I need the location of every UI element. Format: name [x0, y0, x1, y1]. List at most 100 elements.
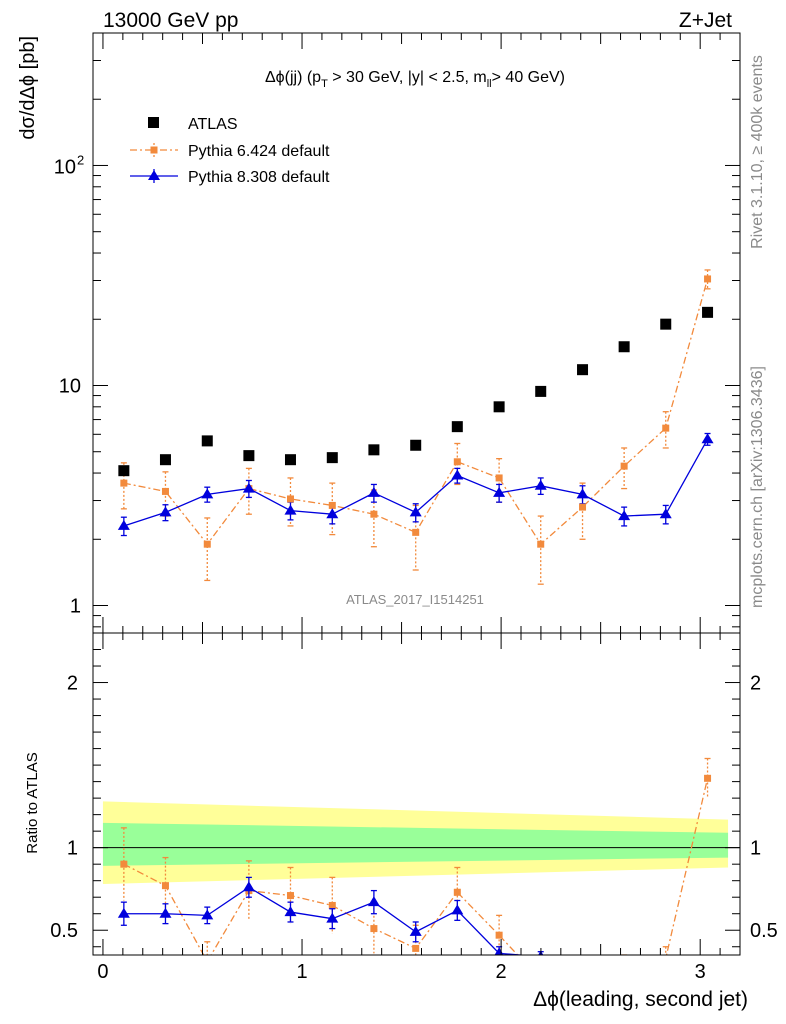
ratio-ytick-label-left: 0.5: [50, 920, 78, 942]
ratio-pythia6-point: [453, 888, 461, 896]
legend-pythia8-marker: [148, 170, 160, 180]
atlas-point: [159, 454, 171, 466]
main-title: Δϕ(jj) (pT > 30 GeV, |y| < 2.5, mll> 40 …: [265, 69, 565, 90]
atlas-point: [660, 318, 672, 330]
ratio-pythia8-point: [577, 957, 589, 967]
atlas-point: [368, 444, 380, 456]
pythia6-point: [412, 528, 420, 536]
ratio-ytick-label-left: 2: [67, 673, 78, 695]
ratio-pythia6-point: [370, 925, 378, 933]
ratio-frame: [92, 632, 741, 956]
ratio-band-inner: [102, 822, 729, 866]
atlas-point: [577, 364, 589, 376]
pythia8-point: [117, 519, 130, 530]
pythia6-point: [620, 462, 628, 470]
ratio-pythia8-point: [451, 904, 464, 915]
ratio-xtick-label: 2: [496, 961, 507, 983]
ratio-pythia8-point: [159, 907, 172, 918]
main-ytick-label: 1: [70, 596, 81, 618]
legend-pythia6-marker: [150, 146, 158, 154]
ratio-pythia8-point: [409, 925, 422, 936]
pythia6-point: [120, 479, 128, 487]
pythia6-point: [203, 540, 211, 548]
pythia8-point: [284, 504, 297, 515]
atlas-point: [451, 421, 463, 433]
ratio-panel: 0.5 0.5 1 1 2 2 0 1 2 3 Ratio to ATLAS Δϕ(leading…: [24, 632, 778, 1011]
ratio-pythia6-point: [204, 958, 211, 965]
pythia6-point: [453, 458, 461, 466]
ratio-pythia6-point: [120, 860, 128, 868]
ratio-xtick-label: 1: [296, 961, 307, 983]
ratio-ytick-label-right: 0.5: [750, 920, 778, 942]
ratio-pythia8-point: [326, 912, 339, 923]
rivet-label: Rivet 3.1.10, ≥ 400k events: [749, 55, 766, 249]
legend-atlas-label: ATLAS: [188, 116, 238, 133]
main-data-layer: [117, 269, 714, 585]
pythia8-point: [201, 488, 214, 499]
pythia6-point: [579, 503, 587, 511]
energy-label: 13000 GeV pp: [103, 9, 238, 32]
atlas-point: [118, 465, 130, 477]
pythia6-point: [286, 495, 294, 503]
ratio-ytick-label-left: 1: [67, 838, 78, 860]
ratio-pythia6-point: [161, 882, 169, 890]
pythia8-point: [659, 508, 672, 519]
atlas-point: [201, 435, 213, 447]
pythia8-point: [367, 486, 380, 497]
pythia8-point: [618, 510, 631, 521]
ratio-ytick-label-right: 2: [750, 673, 761, 695]
mcplots-label: mcplots.cern.ch [arXiv:1306.3436]: [749, 366, 766, 608]
pythia8-point: [159, 506, 172, 517]
ratio-pythia6-point: [579, 970, 586, 977]
ratio-pythia8-point: [367, 896, 380, 907]
ratio-pythia6-point: [621, 963, 628, 970]
atlas-point: [535, 385, 547, 397]
atlas-point: [702, 306, 714, 318]
legend-atlas-marker: [148, 117, 159, 128]
ratio-data-layer: [93, 757, 740, 977]
atlas-point: [243, 450, 255, 462]
pythia6-point: [662, 424, 670, 432]
ratio-pythia8-point: [201, 909, 214, 920]
pythia8-point: [493, 486, 506, 497]
main-ytick-label: 10: [59, 375, 81, 397]
ratio-ylabel: Ratio to ATLAS: [24, 752, 41, 853]
ratio-pythia6-point: [412, 944, 420, 952]
ratio-ytick-label-right: 1: [750, 838, 761, 860]
ratio-pythia8-point: [242, 881, 255, 892]
analysis-watermark: ATLAS_2017_I1514251: [346, 592, 484, 607]
ratio-pythia6-point: [495, 931, 503, 939]
atlas-point: [326, 452, 338, 464]
ratio-pythia6-point: [662, 954, 670, 955]
legend-pythia6-label: Pythia 6.424 default: [188, 143, 330, 160]
process-label: Z+Jet: [679, 9, 732, 32]
atlas-point: [493, 401, 505, 413]
ratio-pythia6-point: [286, 892, 294, 900]
pythia8-point: [534, 479, 547, 490]
ratio-pythia8-point: [117, 907, 130, 918]
pythia6-point: [537, 540, 545, 548]
pythia6-point: [495, 474, 503, 482]
pythia8-point: [701, 433, 714, 444]
ratio-pythia6-point: [704, 774, 712, 782]
ratio-pythia8-point: [284, 906, 297, 917]
main-ytick-label: 10: [54, 156, 76, 178]
pythia6-point: [704, 275, 712, 283]
pythia8-point: [576, 488, 589, 499]
pythia6-point: [370, 510, 378, 518]
pythia6-point: [161, 487, 169, 495]
ratio-xtick-label: 0: [97, 961, 108, 983]
pythia8-point: [326, 508, 339, 519]
main-ylabel: dσ/dΔϕ [pb]: [17, 36, 39, 140]
ratio-xlabel: Δϕ(leading, second jet): [533, 988, 748, 1011]
pythia8-point: [242, 482, 255, 493]
pythia6-point: [328, 501, 336, 509]
pythia8-point: [451, 469, 464, 480]
ratio-pythia6-point: [328, 901, 336, 909]
ratio-xtick-label: 3: [695, 961, 706, 983]
legend-pythia8-label: Pythia 8.308 default: [188, 169, 330, 186]
ratio-axes: 0.5 0.5 1 1 2 2 0 1 2 3: [50, 633, 778, 983]
